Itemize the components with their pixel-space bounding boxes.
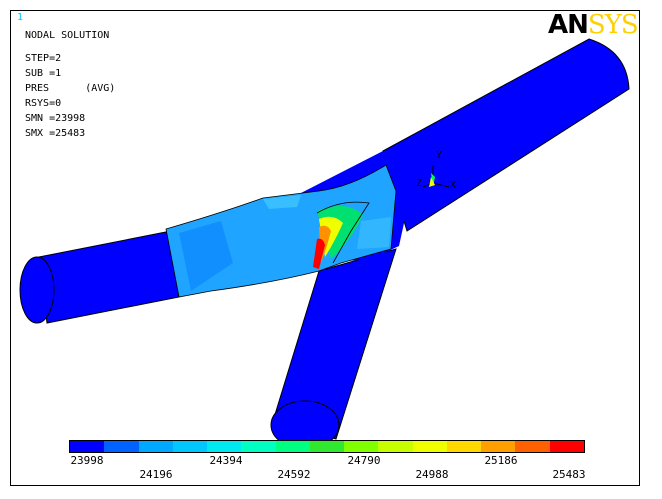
result-item-label: PRES (AVG): [25, 83, 116, 94]
expander-shade-2: [263, 195, 301, 209]
legend-color-segment: [309, 441, 345, 452]
triad-x-label: X: [450, 180, 457, 191]
ansys-logo: ANSYS: [548, 10, 639, 40]
graphics-viewport[interactable]: [10, 10, 640, 486]
legend-color-segment: [104, 441, 139, 452]
pipe-model-view[interactable]: [11, 11, 640, 486]
contour-red: [313, 238, 325, 269]
legend-label: 23998: [70, 454, 104, 467]
expander-shade-1: [179, 221, 233, 291]
legend-label: 25483: [552, 468, 586, 481]
legend-color-segment: [138, 441, 173, 452]
solution-info-block: NODAL SOLUTION STEP=2 SUB =1 PRES (AVG) …: [25, 28, 115, 141]
triad-z-label: Z: [416, 178, 423, 189]
legend-color-segment: [481, 441, 516, 452]
legend-color-segment: [549, 441, 584, 452]
expander-shade-3: [357, 217, 391, 249]
inlet-end-cap: [19, 256, 55, 324]
upper-right-branch: [382, 38, 630, 232]
legend-color-segment: [378, 441, 413, 452]
legend-color-segment: [172, 441, 208, 452]
legend-color-segment: [275, 441, 310, 452]
legend-label: 25186: [484, 454, 518, 467]
legend-label: 24988: [415, 468, 449, 481]
legend-label: 24394: [209, 454, 243, 467]
legend-color-segment: [344, 441, 379, 452]
legend-color-segment: [446, 441, 482, 452]
legend-color-segment: [412, 441, 447, 452]
rsys-label: RSYS=0: [25, 98, 62, 109]
triad-y-label: Y: [436, 150, 443, 161]
legend-color-segment: [207, 441, 242, 452]
inlet-pipe: [38, 230, 180, 324]
contour-legend-bar: [69, 440, 585, 453]
step-label: STEP=2: [25, 53, 62, 64]
window-number: 1: [17, 12, 24, 23]
legend-label: 24196: [139, 468, 173, 481]
min-value-label: SMN =23998: [25, 113, 86, 124]
substep-label: SUB =1: [25, 68, 62, 79]
max-value-label: SMX =25483: [25, 128, 86, 139]
legend-label: 24790: [347, 454, 381, 467]
contour-edge-line: [316, 201, 370, 264]
plot-title: NODAL SOLUTION: [25, 30, 110, 41]
legend-color-segment: [241, 441, 276, 452]
legend-label: 24592: [277, 468, 311, 481]
legend-color-segment: [70, 441, 105, 452]
legend-color-segment: [515, 441, 550, 452]
coordinate-triad: [422, 165, 450, 188]
